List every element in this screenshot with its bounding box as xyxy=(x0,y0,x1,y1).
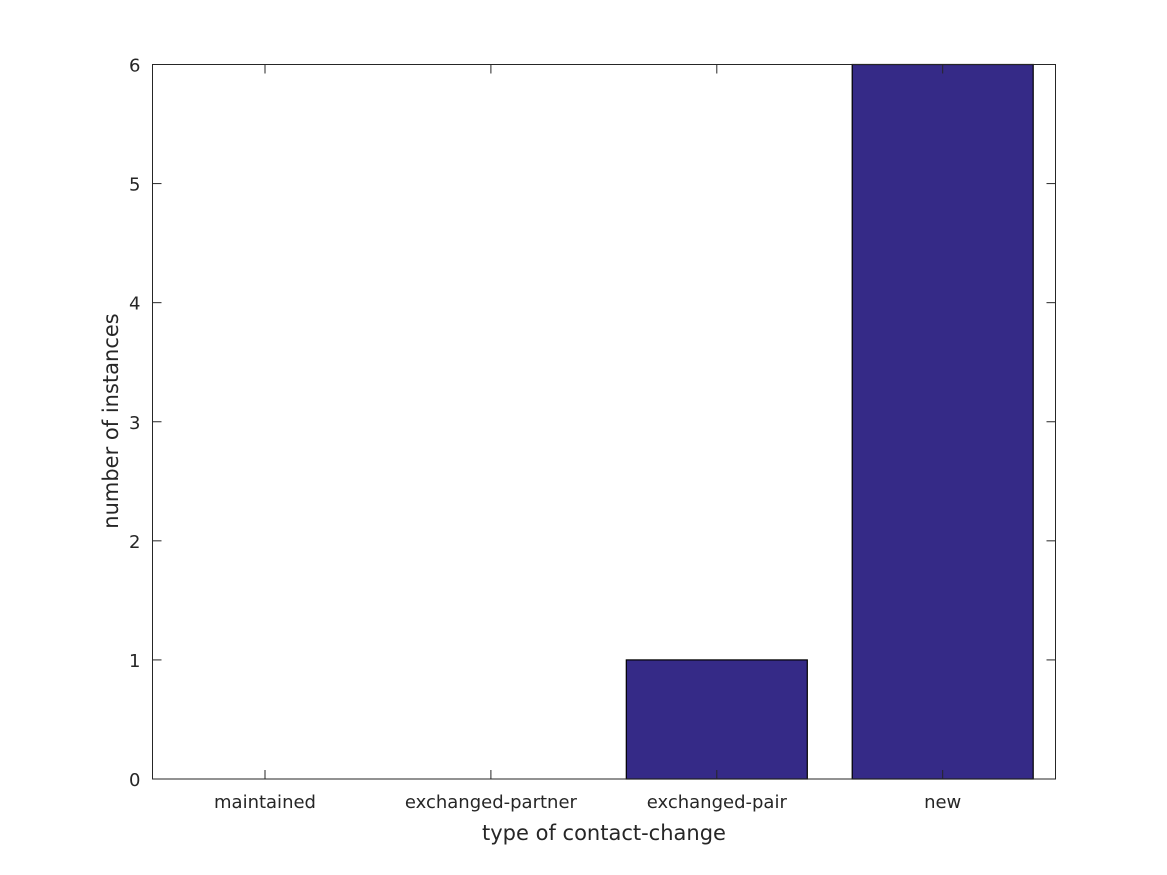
bars-group xyxy=(625,63,1034,780)
y-tick-label: 0 xyxy=(129,770,140,791)
y-tick-label: 4 xyxy=(129,294,140,315)
y-tick-label: 2 xyxy=(129,532,140,553)
bar-exchanged-pair xyxy=(625,659,808,780)
ticks-group xyxy=(152,64,1056,780)
bar-new xyxy=(851,63,1034,780)
y-tick-label: 1 xyxy=(129,651,140,672)
x-tick-label: exchanged-pair xyxy=(647,792,788,813)
y-tick-labels: 0 1 2 3 4 5 6 xyxy=(129,56,140,792)
y-tick-label: 3 xyxy=(129,413,140,434)
y-axis-label: number of instances xyxy=(99,313,123,528)
x-tick-label: maintained xyxy=(214,792,316,813)
x-axis-label: type of contact-change xyxy=(482,821,726,845)
y-tick-label: 6 xyxy=(129,56,140,77)
x-tick-label: exchanged-partner xyxy=(405,792,578,813)
x-tick-label: new xyxy=(924,792,961,813)
y-tick-label: 5 xyxy=(129,175,140,196)
x-tick-labels: maintained exchanged-partner exchanged-pai… xyxy=(214,792,961,813)
